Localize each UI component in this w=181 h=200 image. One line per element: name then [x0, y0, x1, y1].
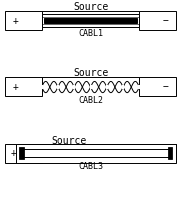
Text: Source: Source [73, 68, 108, 78]
Text: −: − [163, 82, 169, 92]
Text: Source: Source [51, 135, 86, 145]
Bar [139, 78, 176, 97]
Bar [139, 12, 176, 31]
Text: +: + [12, 16, 18, 26]
Bar [16, 144, 176, 163]
Bar [5, 144, 42, 163]
Text: −: − [163, 16, 169, 26]
Bar [22, 150, 170, 157]
Text: +: + [11, 148, 16, 158]
Text: CABL2: CABL2 [78, 96, 103, 104]
Bar [42, 15, 139, 28]
Text: +: + [12, 82, 18, 92]
Bar [20, 148, 24, 160]
Bar [5, 78, 42, 97]
Text: −: − [96, 148, 102, 158]
Bar [168, 148, 172, 160]
Text: CABL3: CABL3 [78, 161, 103, 170]
Bar [44, 19, 137, 24]
Bar [5, 12, 42, 31]
Text: CABL1: CABL1 [78, 29, 103, 37]
Text: Source: Source [73, 2, 108, 12]
